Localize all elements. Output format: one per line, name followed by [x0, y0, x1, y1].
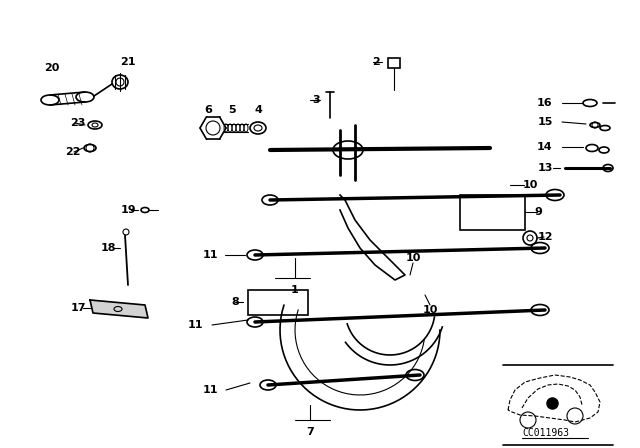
Text: 15: 15: [538, 117, 553, 127]
Text: 10: 10: [522, 180, 538, 190]
Text: 4: 4: [254, 105, 262, 115]
Text: 13: 13: [538, 163, 553, 173]
Text: 22: 22: [65, 147, 81, 157]
Text: 16: 16: [537, 98, 553, 108]
Text: CC011963: CC011963: [522, 428, 570, 438]
Text: 21: 21: [120, 57, 136, 67]
Text: 7: 7: [306, 427, 314, 437]
Text: 11: 11: [188, 320, 203, 330]
Text: 5: 5: [228, 105, 236, 115]
Text: 10: 10: [405, 253, 420, 263]
Text: 9: 9: [534, 207, 542, 217]
Text: 14: 14: [537, 142, 553, 152]
Text: 23: 23: [70, 118, 86, 128]
Text: 19: 19: [120, 205, 136, 215]
Text: 18: 18: [100, 243, 116, 253]
Bar: [248, 290, 308, 315]
Text: 11: 11: [202, 385, 218, 395]
Bar: [460, 195, 525, 230]
Text: 10: 10: [422, 305, 438, 315]
Text: 1: 1: [291, 285, 299, 295]
Bar: [388, 58, 400, 68]
Polygon shape: [90, 300, 148, 318]
Text: 12: 12: [537, 232, 553, 242]
Text: 2: 2: [372, 57, 380, 67]
Text: 3: 3: [312, 95, 320, 105]
Text: 6: 6: [204, 105, 212, 115]
Text: 20: 20: [44, 63, 60, 73]
Text: 8: 8: [231, 297, 239, 307]
Text: 17: 17: [70, 303, 86, 313]
Text: 11: 11: [202, 250, 218, 260]
